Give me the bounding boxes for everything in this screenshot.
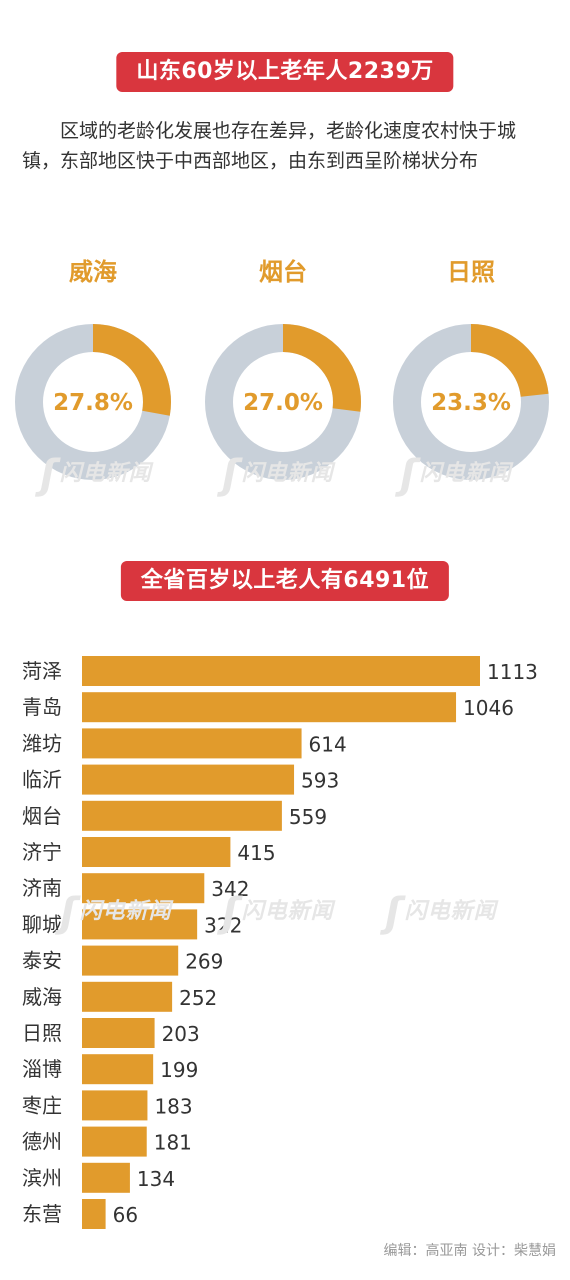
bar-value-label: 269 [185,950,223,974]
bar-value-label: 415 [237,841,275,865]
bar-category-label: 菏泽 [22,659,62,683]
donut-ring-value [15,324,171,480]
bar-value-label: 342 [211,877,249,901]
bar-category-label: 济南 [22,876,62,900]
bar-category-label: 枣庄 [22,1093,62,1117]
donut-city-label: 威海 [69,258,117,286]
bar [82,1126,147,1157]
bar [82,873,205,904]
bar-value-label: 614 [309,732,347,756]
watermark-logo-icon: ʃ [400,452,418,498]
donut-city-label: 日照 [447,258,495,286]
bar [82,800,282,831]
bar-category-label: 济宁 [22,840,62,864]
bar [82,945,179,976]
donut-value-label: 27.0% [243,390,323,416]
watermark: ʃ闪电新闻 [60,890,172,936]
watermark-logo-icon: ʃ [222,452,240,498]
watermark: ʃ闪电新闻 [222,890,334,936]
donut-ring: 27.0% [205,324,361,480]
watermark-logo-icon: ʃ [222,890,240,936]
bar-value-label: 66 [113,1203,138,1227]
bar-value-label: 1046 [463,696,514,720]
donut-value-label: 23.3% [431,390,511,416]
bar-value-label: 181 [154,1131,192,1155]
bar [82,1090,148,1121]
bar [82,837,231,867]
watermark-logo-icon: ʃ [40,452,58,498]
bar [82,1162,130,1193]
bar-category-label: 聊城 [22,912,62,936]
donut-ring-value [393,324,549,480]
bar-value-label: 183 [154,1094,192,1118]
watermark-logo-icon: ʃ [60,890,78,936]
intro-paragraph: 区域的老龄化发展也存在差异，老龄化速度农村快于城镇，东部地区快于中西部地区，由东… [22,120,517,172]
bar-value-label: 134 [137,1167,175,1191]
donut-ring: 23.3% [393,324,549,480]
bar-value-label: 203 [162,1022,200,1046]
donut-ring: 27.8% [15,324,171,480]
bar-category-label: 威海 [22,985,62,1009]
bar-category-label: 淄博 [22,1057,62,1081]
bar-value-label: 593 [301,769,339,793]
bar-category-label: 临沂 [22,768,62,792]
bar [82,656,480,686]
watermark: ʃ闪电新闻 [400,452,512,498]
bar [82,909,198,940]
bar-category-label: 青岛 [22,695,62,719]
bar [82,764,295,795]
bar-category-label: 泰安 [22,949,62,973]
watermark: ʃ闪电新闻 [385,890,497,936]
bar [82,692,457,723]
donut-rizhao: 日照 23.3% [386,252,556,492]
bar [82,1199,106,1229]
bar [82,728,302,759]
bar [82,1054,154,1085]
bar-category-label: 东营 [22,1202,62,1226]
watermark: ʃ闪电新闻 [40,452,152,498]
bar [82,981,173,1012]
bar-value-label: 252 [179,986,217,1010]
bar-category-label: 滨州 [22,1166,62,1190]
donut-ring-value [205,324,361,480]
bar [82,1018,155,1048]
watermark-logo-icon: ʃ [385,890,403,936]
credit-line: 编辑：高亚南 设计：柴慧娟 [383,1243,556,1259]
bar-value-label: 559 [289,805,327,829]
bar-value-label: 322 [204,913,242,937]
donut-city-label: 烟台 [259,258,307,286]
title-banner-centenarians: 全省百岁以上老人有6491位 [120,561,450,601]
bar-category-label: 烟台 [22,804,62,828]
bar-category-label: 潍坊 [22,731,62,755]
bar-value-label: 1113 [487,660,538,684]
watermark: ʃ闪电新闻 [222,452,334,498]
donut-weihai: 威海 27.8% [8,252,178,492]
donut-value-label: 27.8% [53,390,133,416]
title-banner-elderly: 山东60岁以上老年人2239万 [116,52,454,92]
bar-category-label: 日照 [22,1021,62,1045]
donut-yantai: 烟台 27.0% [198,252,368,492]
bar-value-label: 199 [160,1058,198,1082]
bar-category-label: 德州 [22,1130,62,1154]
